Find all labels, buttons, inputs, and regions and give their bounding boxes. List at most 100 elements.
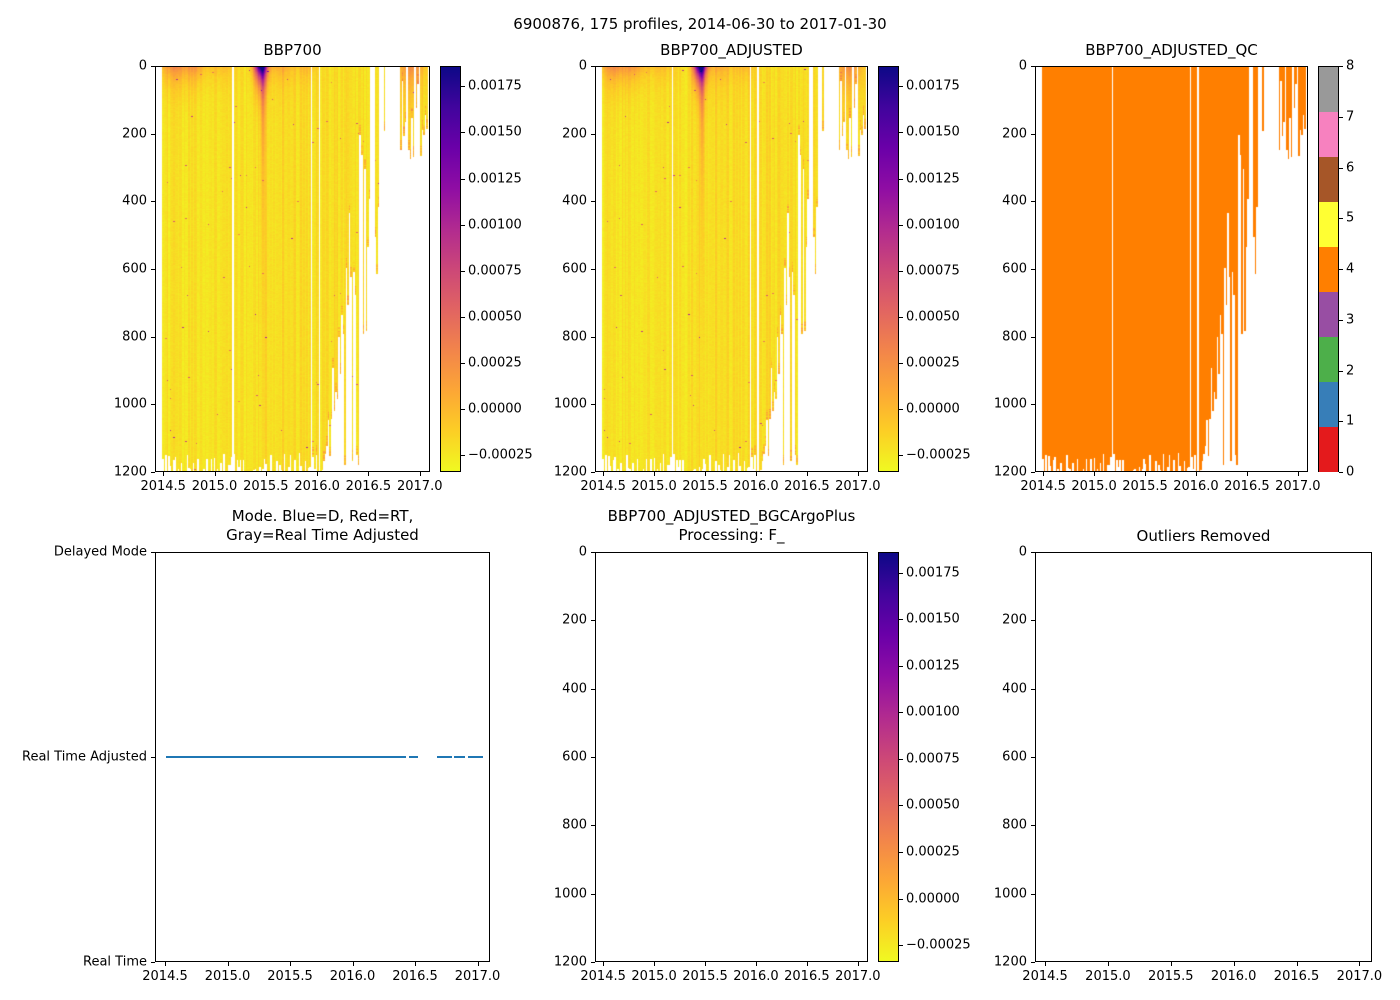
x-tick-label: 2014.5 (1022, 969, 1068, 984)
colorbar-tickmark (461, 86, 465, 88)
qc-color-band (1319, 201, 1338, 248)
colorbar-tickmark (461, 363, 465, 365)
y-tickmark (591, 404, 595, 406)
colorbar-tick-label: −0.00025 (906, 937, 971, 953)
y-tickmark (591, 66, 595, 67)
colorbar-tickmark (1339, 218, 1343, 220)
y-tickmark (591, 962, 595, 963)
qc-color-band (1319, 426, 1338, 472)
y-tickmark (1031, 66, 1035, 67)
y-tick-label: 1000 (553, 396, 587, 412)
x-tick-label: 2015.5 (1148, 969, 1194, 984)
y-tick-label: 0 (578, 58, 587, 74)
y-tickmark (591, 269, 595, 270)
x-tickmark (317, 472, 319, 476)
x-tick-label: 2017.0 (1275, 479, 1321, 494)
colorbar-tick-label: 0.00075 (468, 263, 522, 279)
colorbar-tick-label: 8 (1346, 58, 1355, 74)
x-tick-label: 2015.0 (1085, 969, 1131, 984)
colorbar-tick-label: 0.00000 (468, 401, 522, 417)
colorbar-tick-label: 2 (1346, 363, 1355, 378)
x-tick-label: 2016.0 (329, 969, 376, 984)
qc-color-band (1319, 111, 1338, 158)
colorbar-gradient (441, 67, 460, 471)
colorbar-tick-label: 0.00125 (468, 171, 522, 187)
colorbar-tickmark (1339, 66, 1343, 67)
y-tickmark (591, 552, 595, 553)
colorbar-tick-label: −0.00025 (906, 447, 971, 463)
x-tickmark (419, 472, 421, 476)
colorbar-tick-label: 0.00175 (468, 78, 522, 94)
x-tick-label: 2017.0 (454, 969, 501, 984)
qc-color-band (1319, 67, 1338, 113)
x-tick-label: 2015.0 (631, 969, 677, 984)
y-tickmark (591, 201, 595, 203)
x-tickmark (415, 962, 416, 966)
y-tickmark (1031, 269, 1035, 270)
colorbar-tick-label: 7 (1346, 109, 1355, 125)
y-tickmark (1031, 133, 1035, 135)
x-tick-label: 2016.0 (294, 479, 340, 494)
bbp700-title: BBP700 (263, 41, 322, 59)
y-tickmark (151, 201, 155, 203)
mode-y-tick-label: Delayed Mode (53, 544, 147, 560)
y-tick-label: 1200 (113, 464, 147, 480)
colorbar-tick-label: 0.00100 (906, 704, 960, 720)
qc-color-band (1319, 381, 1338, 427)
colorbar-tick-label: 3 (1346, 312, 1355, 328)
x-tick-label: 2015.0 (1071, 479, 1117, 494)
x-tickmark (806, 962, 808, 966)
colorbar-tickmark (899, 455, 903, 457)
y-tick-label: 800 (122, 329, 147, 345)
y-tickmark (591, 893, 595, 895)
colorbar-tickmark (899, 316, 903, 318)
qc-color-band (1319, 246, 1338, 293)
x-tick-label: 2016.0 (1210, 969, 1257, 984)
mode-y-tick-label: Real Time (83, 954, 147, 970)
y-tickmark (1031, 893, 1035, 895)
x-tickmark (227, 962, 229, 966)
y-tick-label: 0 (578, 544, 587, 560)
x-tickmark (857, 472, 859, 476)
x-tick-label: 2015.0 (204, 969, 251, 984)
mode-line-segment (165, 756, 406, 758)
y-tickmark (1031, 336, 1035, 338)
y-tick-label: 400 (1002, 681, 1027, 697)
x-tick-label: 2016.5 (1273, 969, 1320, 984)
y-tickmark (591, 620, 595, 622)
colorbar-tick-label: 0.00100 (468, 217, 522, 233)
x-tickmark (1043, 472, 1045, 476)
bgcargoplus-title: BBP700_ADJUSTED_BGCArgoPlus Processing: … (595, 507, 868, 545)
colorbar-tick-label: 1 (1346, 413, 1355, 429)
colorbar-tickmark (899, 852, 903, 854)
y-tick-label: 1200 (553, 464, 587, 480)
y-tickmark (1031, 620, 1035, 622)
mode-axes (155, 552, 490, 962)
mode-line-segment (467, 756, 483, 758)
y-tick-label: 600 (562, 261, 587, 277)
y-tickmark (1031, 962, 1035, 963)
y-tickmark (1031, 472, 1035, 473)
x-tickmark (806, 472, 808, 476)
bbp700-adjusted-qc-heatmap (1036, 67, 1307, 471)
bbp700-adjusted-heatmap (596, 67, 867, 471)
colorbar-tick-label: 0.00000 (906, 401, 960, 417)
colorbar-tickmark (899, 945, 903, 947)
y-tick-label: 0 (138, 58, 147, 74)
y-tick-label: 800 (562, 817, 587, 833)
y-tickmark (151, 336, 155, 338)
y-tickmark (151, 962, 155, 963)
colorbar-tick-label: 0.00125 (906, 171, 960, 187)
y-tickmark (151, 66, 155, 67)
colorbar-tick-label: 5 (1346, 210, 1355, 226)
x-tickmark (755, 472, 757, 476)
colorbar-tickmark (461, 455, 465, 457)
colorbar-tick-label: 0.00050 (906, 797, 960, 813)
colorbar-tick-label: 0.00150 (468, 124, 522, 140)
x-tick-label: 2016.5 (392, 969, 438, 984)
y-tickmark (151, 757, 155, 758)
x-tick-label: 2014.5 (580, 479, 626, 494)
colorbar-tick-label: 0.00100 (906, 217, 960, 233)
bbp700-adjusted-colorbar (878, 66, 899, 472)
y-tick-label: 200 (1002, 126, 1027, 142)
